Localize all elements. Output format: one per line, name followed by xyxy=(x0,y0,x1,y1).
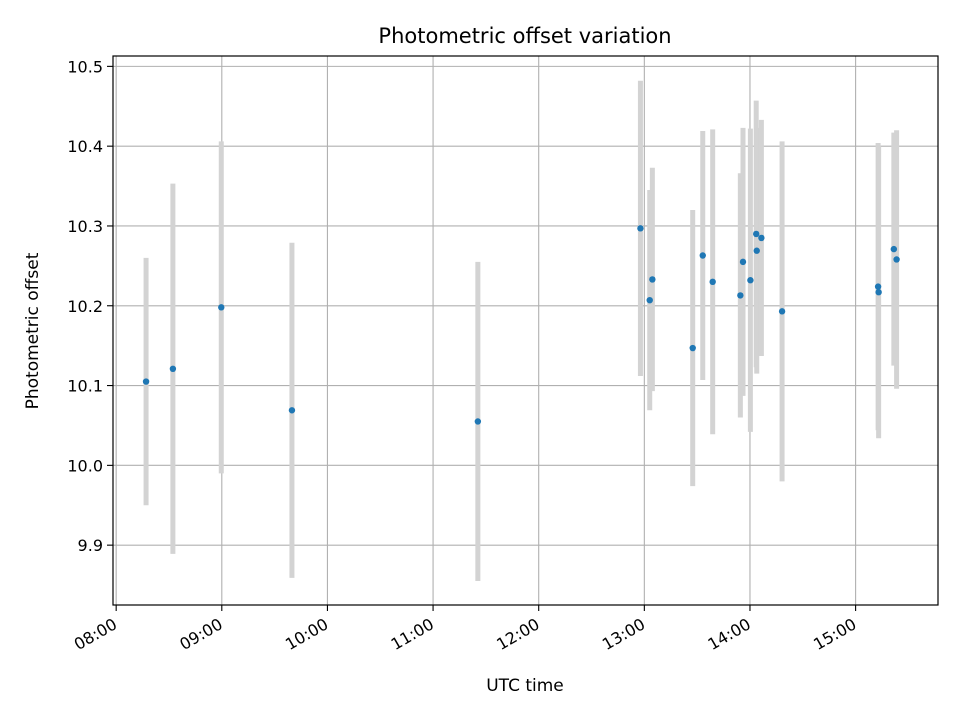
x-axis-label: UTC time xyxy=(486,676,564,696)
chart-title: Photometric offset variation xyxy=(378,24,671,48)
data-point xyxy=(875,288,882,296)
data-point xyxy=(890,245,898,253)
y-tick-label: 10.3 xyxy=(67,217,103,236)
y-tick-label: 10.5 xyxy=(67,57,103,76)
data-points xyxy=(142,225,900,425)
grid-lines xyxy=(113,56,938,605)
y-tick-label: 9.9 xyxy=(78,536,103,555)
data-point xyxy=(747,277,754,284)
axes-frame xyxy=(112,55,939,606)
data-point xyxy=(699,252,706,259)
y-tick-label: 10.1 xyxy=(67,377,103,396)
data-point xyxy=(737,292,744,299)
data-point xyxy=(142,378,150,385)
data-point xyxy=(709,278,716,286)
data-point xyxy=(753,247,760,254)
data-point xyxy=(739,258,747,266)
data-point xyxy=(778,308,786,315)
data-point xyxy=(874,283,882,290)
data-point xyxy=(753,230,760,238)
y-axis-ticks: 9.9 10.0 10.1 10.2 10.3 10.4 10.5 xyxy=(67,57,113,555)
data-point xyxy=(893,256,900,263)
y-axis-label: Photometric offset xyxy=(23,252,43,409)
y-tick-label: 10.2 xyxy=(67,297,103,316)
data-point xyxy=(649,276,656,283)
data-point xyxy=(288,407,296,414)
y-tick-label: 10.4 xyxy=(67,137,103,156)
data-point xyxy=(689,344,696,352)
data-point xyxy=(637,225,644,232)
data-point xyxy=(646,296,653,304)
data-point xyxy=(169,365,177,373)
data-point xyxy=(758,234,765,242)
data-point xyxy=(474,418,482,425)
y-tick-label: 10.0 xyxy=(67,456,103,475)
data-point xyxy=(218,304,225,311)
